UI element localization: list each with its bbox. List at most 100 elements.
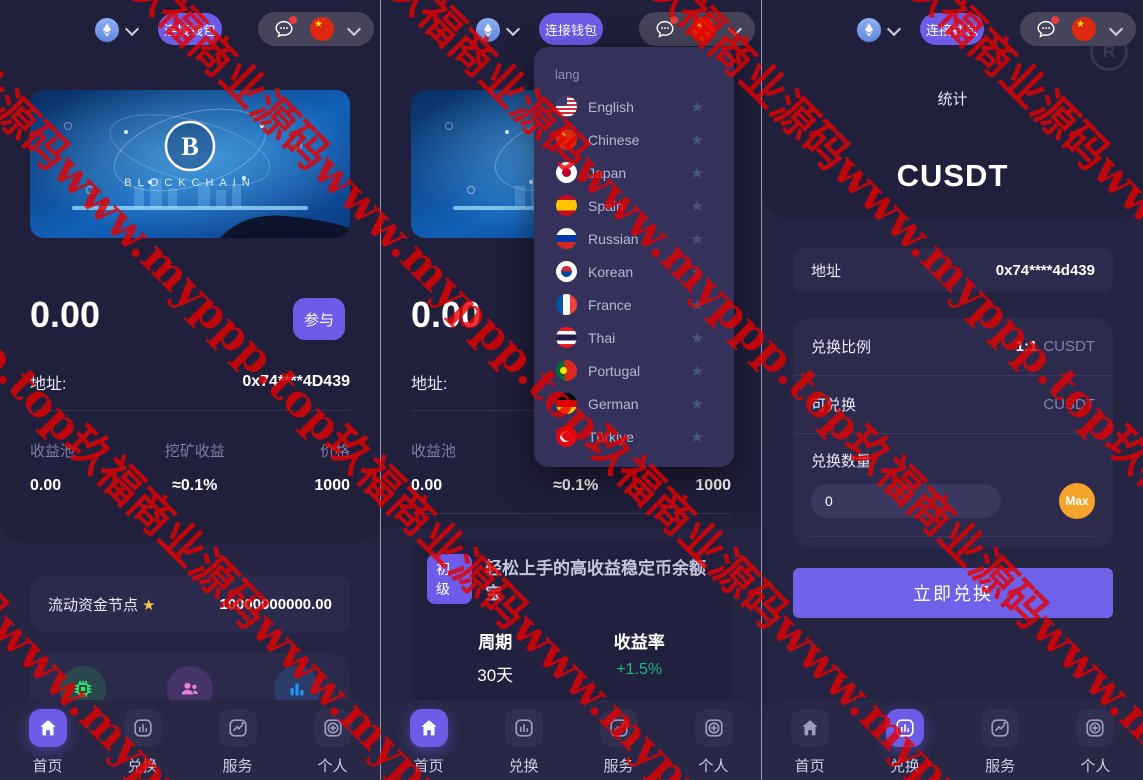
top-bar: 连接钱包 bbox=[381, 0, 761, 58]
address-label: 地址 bbox=[811, 262, 842, 280]
chevron-down-icon[interactable] bbox=[886, 21, 902, 37]
chat-button[interactable] bbox=[1035, 16, 1059, 40]
tab-exchange[interactable]: 兑换 bbox=[476, 700, 571, 780]
favorite-star-icon[interactable]: ★ bbox=[690, 329, 704, 347]
exchange-form-card: 兑换比例 1:1 CUSDT 可兑换 CUSDT 兑换数量 Max bbox=[793, 318, 1113, 548]
lang-item-portugal[interactable]: Portugal ★ bbox=[534, 354, 734, 387]
exchange-hero-card: R 连接钱包 统计 CUSDT bbox=[762, 0, 1143, 218]
tab-icon-box bbox=[790, 709, 829, 747]
tab-profile[interactable]: 个人 bbox=[1048, 700, 1143, 780]
favorite-star-icon[interactable]: ★ bbox=[690, 296, 704, 314]
lang-item-chinese[interactable]: Chinese ★ bbox=[534, 123, 734, 156]
language-button[interactable] bbox=[1072, 17, 1096, 41]
tab-profile[interactable]: 个人 bbox=[666, 700, 761, 780]
divider bbox=[811, 536, 1095, 537]
bottom-nav: 首页 兑换 服务 个人 bbox=[0, 700, 380, 780]
lang-label: Portugal bbox=[588, 362, 641, 379]
tab-profile[interactable]: 个人 bbox=[285, 700, 380, 780]
lang-item-korean[interactable]: Korean ★ bbox=[534, 255, 734, 288]
language-button[interactable] bbox=[691, 17, 715, 41]
chat-button[interactable] bbox=[273, 16, 297, 40]
top-bar: 连接钱包 bbox=[0, 0, 380, 58]
chevron-down-icon[interactable] bbox=[124, 21, 140, 37]
connect-wallet-button[interactable]: 连接钱包 bbox=[539, 13, 603, 45]
panel-home: 连接钱包 bbox=[0, 0, 380, 780]
chevron-down-icon[interactable] bbox=[727, 21, 743, 37]
lang-item-thai[interactable]: Thai ★ bbox=[534, 321, 734, 354]
lang-label: France bbox=[588, 296, 632, 313]
connect-wallet-button[interactable]: 连接钱包 bbox=[158, 13, 222, 45]
network-button[interactable] bbox=[857, 18, 881, 42]
topbar-pill bbox=[258, 12, 374, 46]
chevron-down-icon[interactable] bbox=[505, 21, 521, 37]
tab-services[interactable]: 服务 bbox=[571, 700, 666, 780]
amount-input[interactable] bbox=[811, 484, 1001, 518]
available-row: 可兑换 CUSDT bbox=[793, 376, 1113, 434]
ratio-label: 兑换比例 bbox=[811, 339, 872, 356]
favorite-star-icon[interactable]: ★ bbox=[690, 230, 704, 248]
stake-card-title: 轻松上手的高收益稳定币余额宝 bbox=[485, 559, 707, 603]
banner-caption: BLOCKCHAIN bbox=[124, 177, 256, 189]
liquidity-node-card[interactable]: 流动资金节点 ★ 10000000000.00 bbox=[30, 575, 350, 633]
home-icon bbox=[802, 720, 818, 736]
users-icon bbox=[181, 682, 198, 695]
lang-item-english[interactable]: English ★ bbox=[534, 90, 734, 123]
favorite-star-icon[interactable]: ★ bbox=[690, 428, 704, 446]
tab-label: 服务 bbox=[222, 758, 253, 775]
tab-icon-box bbox=[885, 709, 924, 747]
exchange-submit-button[interactable]: 立即兑换 bbox=[793, 568, 1113, 618]
favorite-star-icon[interactable]: ★ bbox=[690, 164, 704, 182]
connect-wallet-button[interactable]: 连接钱包 bbox=[920, 13, 984, 45]
tab-exchange[interactable]: 兑换 bbox=[95, 700, 190, 780]
stats-row: 收益池 0.00 挖矿收益 ≈0.1% 价格 1000 bbox=[30, 440, 350, 495]
home-icon bbox=[39, 720, 56, 736]
germany-flag-icon bbox=[556, 393, 577, 414]
tab-exchange[interactable]: 兑换 bbox=[857, 700, 952, 780]
stat-label: 收益池 bbox=[411, 443, 457, 460]
notification-dot bbox=[670, 16, 678, 24]
tab-services[interactable]: 服务 bbox=[953, 700, 1048, 780]
chat-button[interactable] bbox=[654, 16, 678, 40]
tab-label: 首页 bbox=[794, 758, 825, 775]
lang-item-german[interactable]: German ★ bbox=[534, 387, 734, 420]
favorite-star-icon[interactable]: ★ bbox=[690, 263, 704, 281]
lang-item-turkiye[interactable]: Türkiye ★ bbox=[534, 420, 734, 453]
tab-home[interactable]: 首页 bbox=[762, 700, 857, 780]
rate-value: +1.5% bbox=[616, 661, 663, 678]
chevron-down-icon[interactable] bbox=[346, 21, 362, 37]
home-icon bbox=[420, 720, 437, 736]
tab-label: 服务 bbox=[603, 758, 634, 775]
network-button[interactable] bbox=[476, 18, 500, 42]
stake-rate: 收益率 +1.5% bbox=[614, 628, 665, 686]
join-button[interactable]: 参与 bbox=[293, 298, 345, 340]
period-label: 周期 bbox=[478, 633, 513, 652]
tab-services[interactable]: 服务 bbox=[190, 700, 285, 780]
profile-plus-icon bbox=[704, 719, 723, 737]
favorite-star-icon[interactable]: ★ bbox=[690, 131, 704, 149]
stat-value: 1000 bbox=[695, 477, 731, 494]
network-button[interactable] bbox=[95, 18, 119, 42]
address-label: 地址: bbox=[30, 376, 67, 393]
lang-item-japan[interactable]: Japan ★ bbox=[534, 156, 734, 189]
bar-chart-icon bbox=[290, 683, 304, 696]
blockchain-banner: B BLOCKCHAIN bbox=[30, 90, 350, 238]
exchange-bars-icon bbox=[896, 719, 914, 737]
stat-value: ≈0.1% bbox=[553, 477, 599, 494]
max-button[interactable]: Max bbox=[1059, 483, 1095, 519]
panel-home-lang-open: 连接钱包 0.00 参与 地址: 0x74 bbox=[381, 0, 761, 780]
lang-item-spain[interactable]: Spain ★ bbox=[534, 189, 734, 222]
ratio-value: 1:1 bbox=[1015, 337, 1038, 355]
tab-home[interactable]: 首页 bbox=[381, 700, 476, 780]
favorite-star-icon[interactable]: ★ bbox=[690, 395, 704, 413]
tab-icon-box bbox=[504, 709, 543, 747]
lang-item-russian[interactable]: Russian ★ bbox=[534, 222, 734, 255]
tab-home[interactable]: 首页 bbox=[0, 700, 95, 780]
lang-item-france[interactable]: France ★ bbox=[534, 288, 734, 321]
period-value: 30天 bbox=[477, 666, 514, 685]
chevron-down-icon[interactable] bbox=[1108, 21, 1124, 37]
favorite-star-icon[interactable]: ★ bbox=[690, 197, 704, 215]
favorite-star-icon[interactable]: ★ bbox=[690, 98, 704, 116]
language-button[interactable] bbox=[310, 17, 334, 41]
favorite-star-icon[interactable]: ★ bbox=[690, 362, 704, 380]
ratio-unit: CUSDT bbox=[1043, 337, 1095, 355]
